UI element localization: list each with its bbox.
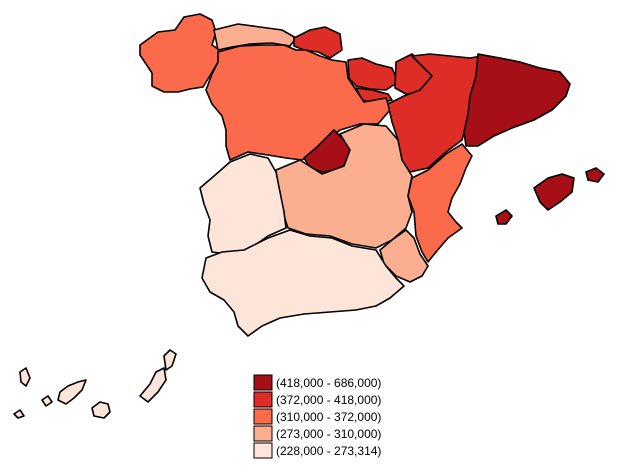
region-canary-tenerife [57, 379, 87, 405]
region-basque-country [347, 57, 399, 91]
legend-label: (228,000 - 273,314) [276, 444, 381, 458]
legend-label: (418,000 - 686,000) [276, 376, 381, 390]
region-balearic-menorca [585, 167, 605, 183]
region-extremadura [199, 153, 287, 255]
legend-swatch [253, 391, 273, 408]
region-canary-la-palma [19, 367, 31, 387]
region-asturias [213, 23, 297, 51]
legend-label: (310,000 - 372,000) [276, 410, 381, 424]
legend-swatch [253, 442, 273, 459]
region-canary-lanzarote [163, 349, 177, 371]
region-canary-el-hierro [13, 409, 25, 419]
region-galicia [139, 13, 221, 93]
region-andalusia [201, 229, 405, 337]
legend-swatch [253, 374, 273, 391]
region-balearic-ibiza [495, 209, 513, 225]
region-aragon [387, 53, 483, 173]
region-canary-gran-canaria [91, 401, 111, 419]
region-canary-la-gomera [41, 395, 53, 407]
region-catalonia [463, 53, 571, 147]
legend-swatch [253, 408, 273, 425]
legend-label: (372,000 - 418,000) [276, 393, 381, 407]
legend-swatch [253, 425, 273, 442]
region-castilla-y-leon [205, 44, 391, 161]
region-balearic-mallorca [533, 173, 575, 211]
map-legend: (418,000 - 686,000) (372,000 - 418,000) (3… [253, 374, 381, 459]
legend-label: (273,000 - 310,000) [276, 427, 381, 441]
region-canary-fuerteventura [139, 367, 167, 403]
region-valencia [407, 143, 473, 263]
